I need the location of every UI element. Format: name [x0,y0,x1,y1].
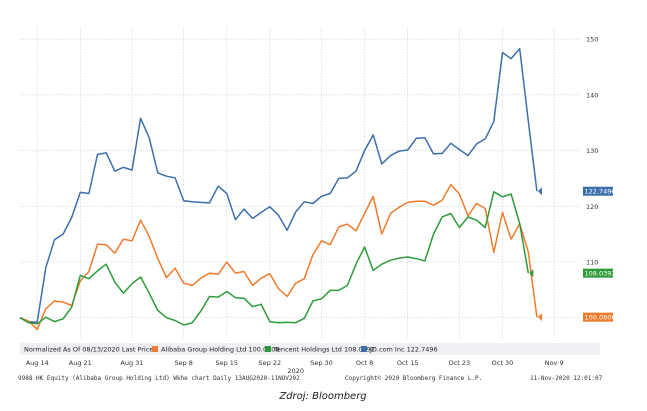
gridlines [20,28,580,340]
x-tick-label: Oct 8 [356,359,373,367]
legend-label: JD.com Inc 122.7496 [369,346,438,354]
x-tick-label: Aug 14 [26,359,49,367]
x-tick-label: Sep 22 [259,359,282,367]
badge-value: 100.0806 [585,313,616,321]
legend-label: Alibaba Group Holding Ltd 100.0806 [161,346,280,354]
last-price-badge: 122.7496 [537,186,616,196]
x-tick-label: Oct 23 [449,359,471,367]
y-tick-label: 120 [586,203,598,211]
x-tick-label: Sep 8 [174,359,192,367]
badge-pointer [537,313,542,322]
series-lines [19,47,538,331]
series-line [19,47,538,323]
badge-pointer [529,269,534,278]
series-line [19,191,530,326]
legend-bar [20,343,600,355]
x-tick-label: Sep 15 [215,359,238,367]
badge-box [583,268,613,278]
legend-swatch [361,346,367,352]
x-tick-label: Nov 9 [545,359,564,367]
badge-box [583,186,613,196]
legend-label: Tencent Holdings Ltd 108.0392 [273,346,375,354]
badge-pointer [537,187,542,196]
x-tick-label: Aug 21 [69,359,92,367]
y-tick-label: 150 [586,36,598,44]
x-tick-label: Sep 30 [310,359,333,367]
footer-left: 9988 HK Equity (Alibaba Group Holding Lt… [18,375,300,382]
badge-value: 122.7496 [585,188,616,196]
footer-center: Copyright© 2020 Bloomberg Finance L.P. [345,375,482,382]
badge-box [583,312,613,322]
footer-right: 11-Nov-2020 12:01:07 [530,375,603,382]
legend-swatch [152,346,158,352]
legend-prefix: Normalized As Of 08/13/2020 Last Price [24,346,153,354]
series-line [19,183,538,331]
legend-swatch [265,346,271,352]
last-price-badge: 100.0806 [537,312,616,322]
x-tick-label: Aug 31 [120,359,143,367]
x-tick-label: Oct 30 [492,359,514,367]
y-axis-tick-labels: 100110120130140150 [586,36,598,323]
last-price-badge: 108.0392 [529,268,616,278]
badge-value: 108.0392 [585,269,616,277]
y-tick-label: 110 [586,259,598,267]
y-tick-label: 130 [586,147,598,155]
last-price-badges: 122.7496 100.0806 108.0392 [529,186,616,322]
legend-items: Alibaba Group Holding Ltd 100.0806Tencen… [152,346,438,354]
x-tick-label: Oct 15 [397,359,419,367]
y-tick-label: 140 [586,91,598,99]
source-caption: Zdroj: Bloomberg [278,391,366,402]
x-year-label: 2020 [287,367,304,375]
x-axis-tick-labels: Aug 14 Aug 21 Aug 31 Sep 8 Sep 15 Sep 22 Sep 3… [26,359,564,375]
